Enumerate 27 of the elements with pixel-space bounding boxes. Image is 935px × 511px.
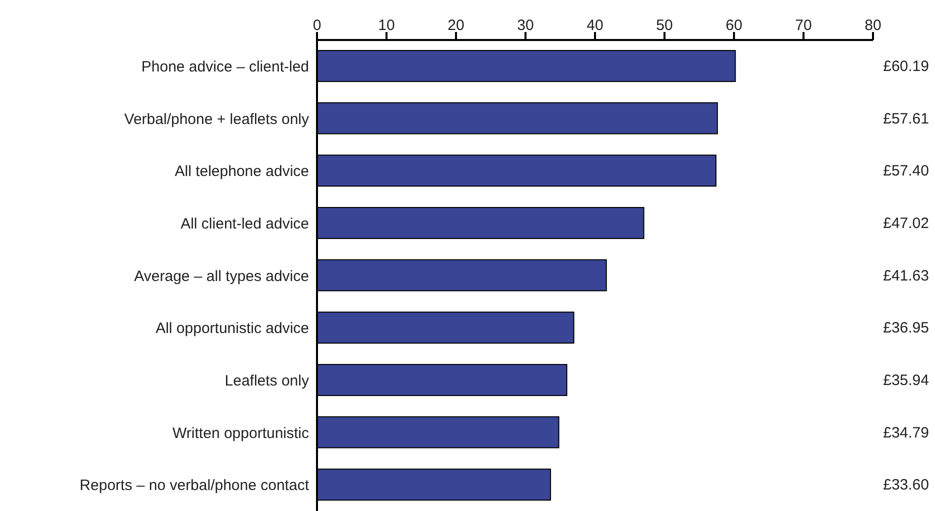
- y-tick-label: Leaflets only: [224, 372, 310, 390]
- x-tick-label: 30: [517, 17, 534, 34]
- data-label: £57.61: [883, 110, 929, 128]
- x-tick-label: 70: [795, 17, 812, 34]
- y-tick-label: Reports – no verbal/phone contact: [80, 477, 310, 494]
- x-tick-label: 0: [312, 17, 322, 34]
- data-label: £57.40: [883, 162, 929, 180]
- data-label: £35.94: [883, 372, 929, 389]
- data-label: £34.79: [883, 424, 929, 442]
- y-tick-label: Written opportunistic: [172, 424, 310, 442]
- data-label: £41.63: [883, 267, 929, 284]
- data-label: £47.02: [883, 214, 929, 232]
- y-tick-label: All telephone advice: [174, 163, 309, 180]
- y-tick-label: All client-led advice: [180, 215, 309, 232]
- x-tick-label: 10: [378, 17, 395, 34]
- y-tick-label: Average – all types advice: [134, 268, 309, 285]
- y-tick-label: Phone advice – client-led: [141, 58, 309, 76]
- x-tick-label: 80: [864, 17, 882, 34]
- x-tick-label: 60: [726, 17, 742, 34]
- x-tick-label: 40: [586, 17, 604, 34]
- y-tick-label: Verbal/phone + leaflets only: [124, 110, 310, 128]
- data-label: £60.19: [883, 58, 929, 75]
- y-tick-label: All opportunistic advice: [156, 320, 309, 338]
- x-tick-label: 50: [656, 17, 673, 34]
- data-label: £36.95: [883, 320, 929, 337]
- x-tick-label: 20: [448, 17, 464, 34]
- data-label: £33.60: [883, 476, 929, 494]
